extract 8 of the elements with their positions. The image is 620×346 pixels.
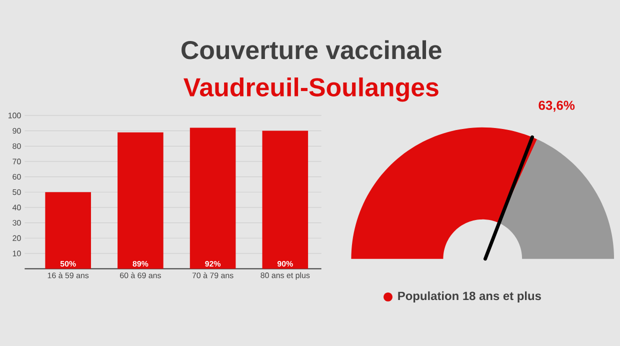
bar <box>45 192 91 269</box>
bar <box>262 130 308 269</box>
chart-title: Couverture vaccinale <box>182 40 442 60</box>
data-label: 63,6% <box>538 100 575 112</box>
bar <box>118 132 164 269</box>
legend-label: Population 18 ans et plus <box>398 291 541 302</box>
bar <box>190 128 236 269</box>
chart-subtitle: Vaudreuil-Soulanges <box>184 77 438 102</box>
